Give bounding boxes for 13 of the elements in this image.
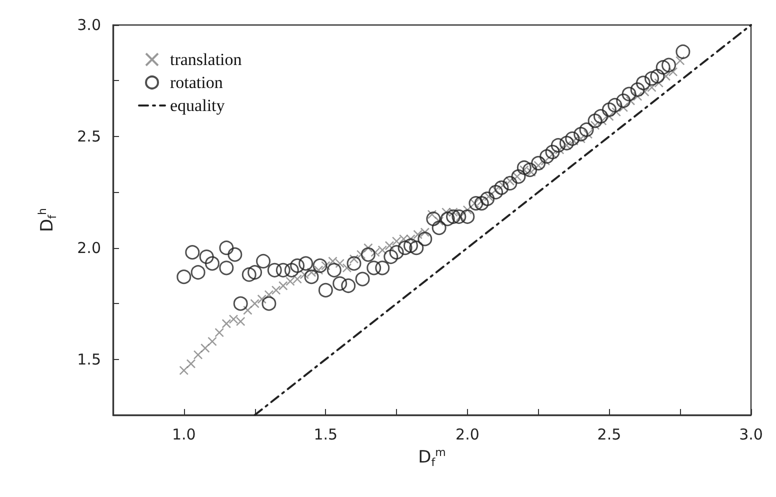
legend-label: translation [170,50,242,69]
x-tick-label: 2.5 [597,426,622,444]
y-tick-label: 3.0 [77,16,101,34]
x-tick-label: 1.5 [314,426,338,444]
x-tick-label: 3.0 [739,426,763,444]
y-axis-title: Dfh [36,208,59,232]
x-tick-label: 1.0 [172,426,196,444]
legend-label: equality [170,96,226,115]
y-tick-label: 2.0 [77,238,101,257]
legend-label: rotation [170,73,224,92]
x-tick-label: 2.0 [456,426,480,444]
y-tick-label: 1.5 [77,350,101,368]
y-tick-label: 2.5 [77,127,101,146]
